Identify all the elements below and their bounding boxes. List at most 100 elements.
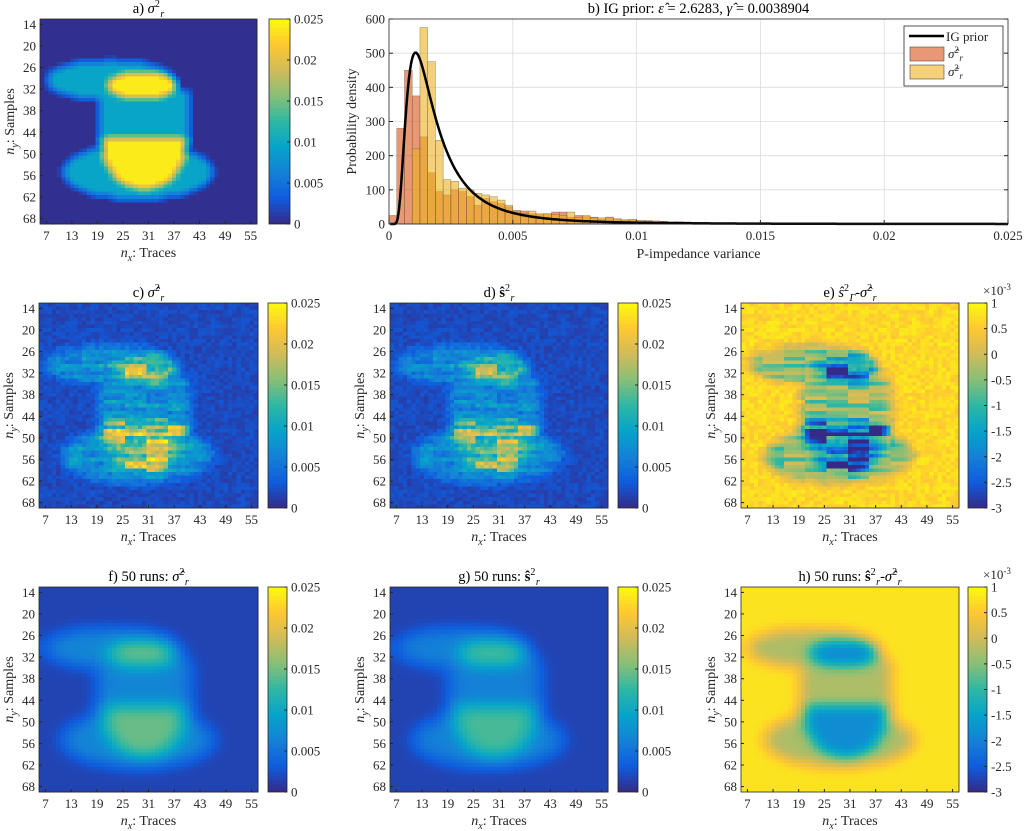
heatmap-cell [202, 382, 207, 387]
heatmap-cell [99, 360, 104, 365]
heatmap-cell [180, 98, 186, 103]
heatmap-cell [176, 166, 181, 171]
heatmap-cell [120, 432, 126, 437]
heatmap-cell [167, 425, 173, 430]
heatmap-cell [56, 346, 61, 351]
heatmap-cell [91, 76, 96, 81]
heatmap-cell [86, 119, 92, 124]
heatmap-cell [159, 137, 164, 142]
heatmap-cell [215, 400, 220, 405]
heatmap-cell [193, 76, 198, 81]
heatmap-cell [167, 310, 173, 315]
heatmap-cell [201, 220, 207, 225]
heatmap-cell [44, 112, 49, 117]
heatmap-cell [201, 137, 207, 142]
heatmap-cell [90, 414, 96, 419]
heatmap-cell [69, 418, 74, 423]
heatmap-cell [112, 112, 117, 117]
heatmap-cell [253, 328, 259, 333]
heatmap-cell [150, 188, 156, 193]
heatmap-cell [240, 349, 246, 354]
heatmap-cell [154, 371, 160, 376]
heatmap-cell [91, 126, 96, 131]
heatmap-cell [154, 47, 160, 52]
heatmap-cell [159, 432, 164, 437]
heatmap-cell [142, 389, 147, 394]
heatmap-cell [245, 410, 250, 415]
heatmap-cell [74, 47, 79, 52]
heatmap-cell [99, 418, 104, 423]
heatmap-cell [171, 166, 177, 171]
heatmap-cell [56, 410, 61, 415]
heatmap-cell [202, 310, 207, 315]
heatmap-cell [86, 328, 91, 333]
heatmap-cell [189, 432, 194, 437]
heatmap-cell [91, 123, 96, 128]
heatmap-cell [150, 126, 156, 131]
heatmap-cell [222, 213, 228, 218]
heatmap-cell [103, 198, 109, 203]
heatmap-cell [205, 195, 211, 200]
heatmap-cell [108, 130, 113, 135]
heatmap-cell [150, 349, 156, 354]
heatmap-cell [82, 170, 88, 175]
heatmap-cell [90, 360, 96, 365]
heatmap-cell [163, 130, 169, 135]
heatmap-cell [252, 155, 258, 160]
heatmap-cell [218, 72, 224, 77]
heatmap-cell [146, 83, 152, 88]
heatmap-cell [108, 65, 113, 70]
heatmap-cell [48, 137, 54, 142]
heatmap-cell [189, 313, 194, 318]
heatmap-cell [65, 76, 71, 81]
heatmap-cell [137, 137, 143, 142]
heatmap-cell [222, 58, 228, 63]
heatmap-cell [56, 320, 61, 325]
heatmap-cell [99, 162, 105, 167]
heatmap-cell [47, 407, 53, 412]
heatmap-cell [146, 130, 152, 135]
heatmap-cell [103, 148, 109, 153]
heatmap-cell [133, 155, 139, 160]
heatmap-cell [69, 191, 75, 196]
heatmap-cell [116, 116, 122, 121]
heatmap-cell [73, 425, 79, 430]
heatmap-cell [51, 356, 57, 361]
heatmap-cell [133, 54, 139, 59]
heatmap-cell [48, 173, 54, 178]
heatmap-cell [197, 29, 203, 34]
heatmap-cell [86, 188, 92, 193]
heatmap-cell [120, 324, 126, 329]
heatmap-cell [74, 108, 79, 113]
heatmap-cell [47, 410, 53, 415]
heatmap-cell [176, 137, 181, 142]
heatmap-cell [112, 26, 117, 31]
heatmap-cell [103, 338, 109, 343]
heatmap-cell [125, 22, 130, 27]
heatmap-cell [142, 98, 147, 103]
heatmap-cell [249, 310, 255, 315]
heatmap-cell [154, 130, 160, 135]
heatmap-cell [244, 152, 249, 157]
heatmap-cell [163, 101, 169, 106]
heatmap-cell [248, 184, 254, 189]
heatmap-cell [206, 396, 212, 401]
heatmap-cell [176, 320, 182, 325]
heatmap-cell [188, 209, 194, 214]
heatmap-cell [74, 162, 79, 167]
heatmap-cell [47, 443, 53, 448]
heatmap-cell [180, 382, 186, 387]
heatmap-cell [142, 360, 147, 365]
heatmap-cell [124, 342, 130, 347]
heatmap-cell [74, 159, 79, 164]
heatmap-cell [137, 324, 143, 329]
heatmap-cell [64, 392, 70, 397]
heatmap-cell [39, 421, 44, 426]
heatmap-cell [142, 346, 147, 351]
heatmap-cell [51, 410, 57, 415]
heatmap-cell [60, 436, 66, 441]
heatmap-cell [210, 432, 216, 437]
heatmap-cell [245, 421, 250, 426]
heatmap-cell [235, 108, 241, 113]
heatmap-cell [142, 87, 147, 92]
